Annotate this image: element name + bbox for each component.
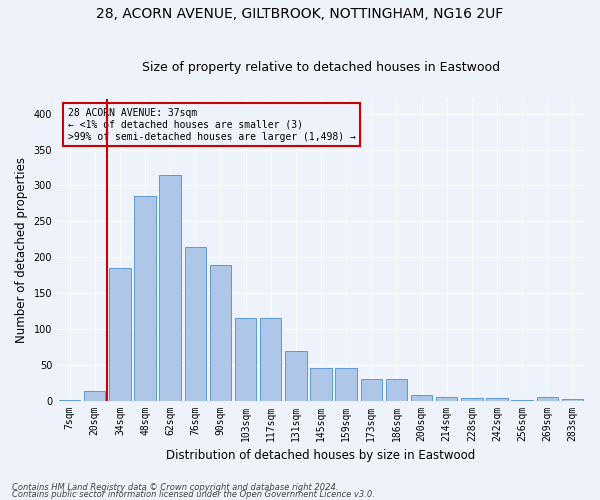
Bar bbox=[185, 246, 206, 401]
Text: Contains public sector information licensed under the Open Government Licence v3: Contains public sector information licen… bbox=[12, 490, 375, 499]
Y-axis label: Number of detached properties: Number of detached properties bbox=[15, 157, 28, 343]
Bar bbox=[235, 318, 256, 401]
Bar bbox=[59, 400, 80, 401]
Bar bbox=[536, 396, 558, 401]
Bar bbox=[84, 391, 106, 401]
Bar bbox=[562, 399, 583, 401]
Text: 28 ACORN AVENUE: 37sqm
← <1% of detached houses are smaller (3)
>99% of semi-det: 28 ACORN AVENUE: 37sqm ← <1% of detached… bbox=[68, 108, 355, 142]
Bar bbox=[109, 268, 131, 401]
Bar bbox=[210, 264, 231, 401]
Bar bbox=[310, 368, 332, 401]
Bar bbox=[461, 398, 482, 401]
Bar bbox=[487, 398, 508, 401]
Bar bbox=[386, 379, 407, 401]
Bar bbox=[335, 368, 357, 401]
Bar bbox=[361, 379, 382, 401]
Bar bbox=[260, 318, 281, 401]
Bar bbox=[160, 174, 181, 401]
X-axis label: Distribution of detached houses by size in Eastwood: Distribution of detached houses by size … bbox=[166, 450, 476, 462]
Text: 28, ACORN AVENUE, GILTBROOK, NOTTINGHAM, NG16 2UF: 28, ACORN AVENUE, GILTBROOK, NOTTINGHAM,… bbox=[97, 8, 503, 22]
Bar bbox=[411, 394, 432, 401]
Bar bbox=[134, 196, 156, 401]
Bar bbox=[285, 351, 307, 401]
Title: Size of property relative to detached houses in Eastwood: Size of property relative to detached ho… bbox=[142, 62, 500, 74]
Text: Contains HM Land Registry data © Crown copyright and database right 2024.: Contains HM Land Registry data © Crown c… bbox=[12, 484, 338, 492]
Bar bbox=[436, 396, 457, 401]
Bar bbox=[511, 400, 533, 401]
